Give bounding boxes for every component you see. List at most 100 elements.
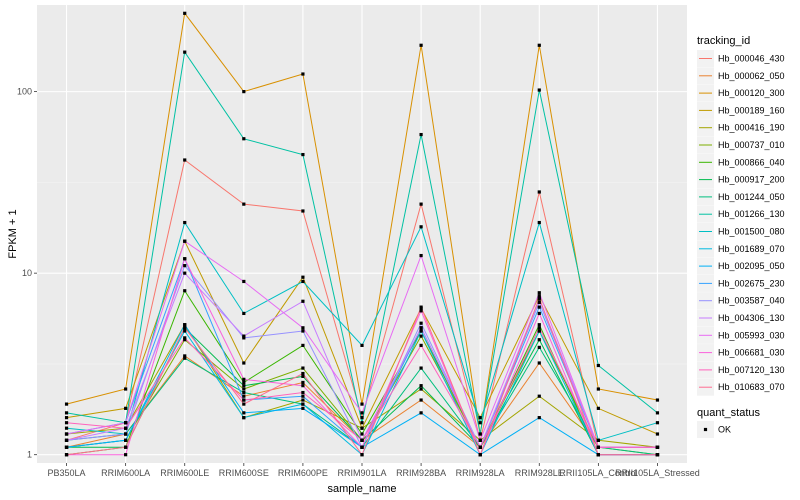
data-point-Hb_000917_200 (537, 338, 541, 342)
data-point-Hb_001244_050 (242, 390, 246, 395)
data-point-Hb_001500_080 (183, 220, 187, 225)
data-point-Hb_001500_080 (64, 426, 69, 430)
legend: tracking_id Hb_000046_430Hb_000062_050Hb… (697, 35, 785, 438)
x-tick-label: RRII105LA_Stressed (615, 468, 700, 478)
data-point-Hb_001500_080 (478, 421, 482, 425)
legend-item: Hb_000866_040 (697, 153, 785, 171)
data-point-Hb_000046_430 (183, 158, 187, 162)
data-point-Hb_006681_030 (301, 384, 305, 388)
data-point-Hb_006681_030 (183, 257, 187, 261)
legend-item: Hb_000416_190 (697, 119, 785, 137)
data-point-Hb_001689_070 (183, 329, 187, 333)
data-point-Hb_007120_130 (242, 398, 246, 402)
data-point-Hb_004306_130 (301, 299, 305, 303)
data-point-Hb_007120_130 (183, 336, 187, 340)
data-point-Hb_007120_130 (655, 445, 660, 449)
data-points (64, 11, 660, 457)
x-tick-label: RRIM600LA (101, 468, 150, 478)
data-point-Hb_000737_010 (419, 334, 423, 338)
legend-label: Hb_001689_070 (718, 244, 785, 254)
data-point-Hb_002675_230 (537, 305, 541, 309)
legend-item: Hb_000189_160 (697, 101, 785, 119)
data-point-Hb_000120_300 (537, 43, 541, 47)
legend-label: Hb_004306_130 (718, 313, 785, 323)
data-point-Hb_000866_040 (183, 289, 187, 293)
legend-item: Hb_002675_230 (697, 274, 785, 292)
data-point-Hb_001266_130 (478, 432, 482, 436)
legend-item: Hb_003587_040 (697, 292, 785, 310)
data-point-Hb_000917_200 (301, 374, 305, 378)
x-tick-label: RRIM600LE (160, 468, 209, 478)
data-point-Hb_000189_160 (64, 416, 69, 420)
legend-label: Hb_007120_130 (718, 365, 785, 375)
data-point-Hb_006681_030 (537, 311, 541, 316)
data-point-Hb_010683_070 (183, 326, 187, 330)
data-point-Hb_000062_050 (183, 354, 187, 358)
data-point-Hb_001500_080 (655, 421, 660, 425)
legend-item: Hb_010683_070 (697, 378, 785, 396)
data-point-Hb_004306_130 (183, 271, 187, 275)
data-point-Hb_000416_190 (301, 398, 305, 402)
data-point-Hb_005993_030 (478, 438, 482, 442)
x-tick-label: RRIM928LE (515, 468, 564, 478)
data-point-Hb_000120_300 (64, 402, 69, 406)
legend-item: Hb_000046_430 (697, 50, 785, 67)
x-tick-label: PB350LA (48, 468, 86, 478)
y-axis: 1 10 100 (17, 87, 37, 460)
data-point-Hb_007120_130 (64, 421, 69, 425)
data-point-Hb_001689_070 (537, 329, 541, 333)
data-point-Hb_006681_030 (419, 309, 423, 313)
data-point-Hb_001244_050 (537, 345, 541, 349)
legend-label: Hb_001500_080 (718, 227, 785, 237)
data-point-Hb_001266_130 (537, 88, 541, 92)
legend-label: Hb_003587_040 (718, 296, 785, 306)
x-tick-label: RRIM928BA (396, 468, 446, 478)
data-point-Hb_004306_130 (64, 438, 69, 442)
data-point-Hb_010683_070 (655, 453, 660, 457)
data-point-Hb_007120_130 (301, 390, 305, 395)
data-point-Hb_010683_070 (478, 453, 482, 457)
legend-item: Hb_000737_010 (697, 136, 785, 154)
data-point-Hb_000120_300 (655, 398, 660, 402)
data-point-Hb_010683_070 (537, 296, 541, 300)
legend-label: Hb_000189_160 (718, 105, 785, 115)
data-point-Hb_000416_190 (419, 387, 423, 391)
color-legend-title: tracking_id (697, 35, 750, 47)
shape-legend-item: OK (697, 421, 731, 438)
x-tick-label: RRIM600PE (278, 468, 328, 478)
legend-label: Hb_001244_050 (718, 192, 785, 202)
data-point-Hb_007120_130 (537, 326, 541, 330)
legend-item: Hb_005993_030 (697, 326, 785, 344)
data-point-Hb_001244_050 (183, 356, 187, 360)
x-tick-label: RRIM901LA (337, 468, 386, 478)
data-point-Hb_000866_040 (242, 380, 246, 385)
data-point-Hb_000046_430 (419, 202, 423, 206)
legend-item: Hb_000120_300 (697, 84, 785, 102)
data-point-Hb_001266_130 (183, 50, 187, 54)
data-point-Hb_003587_040 (242, 336, 246, 340)
data-point-Hb_001266_130 (655, 411, 660, 415)
legend-label: Hb_000120_300 (718, 88, 785, 98)
data-point-Hb_007120_130 (124, 426, 128, 430)
data-point-Hb_000737_010 (301, 366, 305, 370)
data-point-Hb_006681_030 (242, 377, 246, 381)
legend-point (703, 427, 708, 432)
data-point-Hb_001500_080 (242, 311, 246, 316)
data-point-Hb_000062_050 (537, 361, 541, 365)
data-point-Hb_007120_130 (360, 438, 364, 442)
data-point-Hb_001500_080 (596, 438, 600, 442)
data-point-Hb_006681_030 (124, 453, 128, 457)
data-point-Hb_010683_070 (419, 305, 423, 309)
legend-label: Hb_000416_190 (718, 123, 785, 133)
data-point-Hb_000046_430 (301, 209, 305, 213)
data-point-Hb_005993_030 (124, 421, 128, 425)
data-point-Hb_000866_040 (301, 343, 305, 347)
legend-label: Hb_006681_030 (718, 348, 785, 358)
x-axis-title: sample_name (327, 483, 396, 495)
data-point-Hb_002095_050 (301, 406, 305, 410)
data-point-Hb_000189_160 (242, 361, 246, 365)
legend-label: Hb_002095_050 (718, 261, 785, 271)
data-point-Hb_007120_130 (419, 343, 423, 347)
y-tick-label: 10 (22, 268, 32, 278)
data-point-Hb_000062_050 (419, 398, 423, 402)
